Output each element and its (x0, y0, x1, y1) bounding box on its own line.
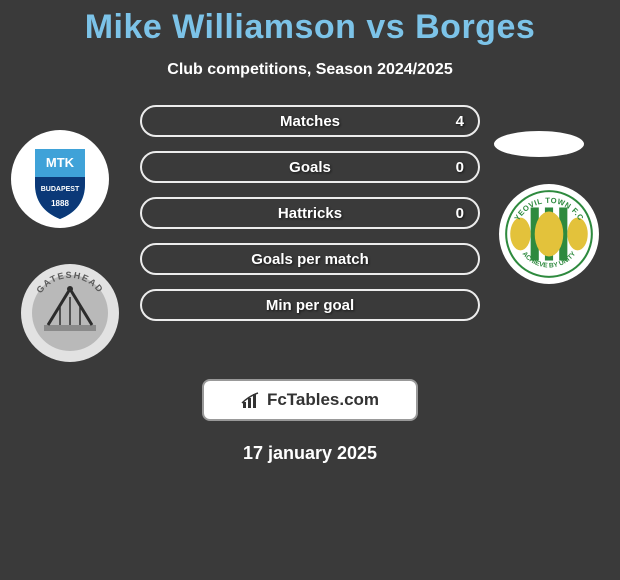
stat-label: Goals (289, 159, 331, 176)
stat-label: Hattricks (278, 205, 342, 222)
club-badge-mtk: MTK BUDAPEST 1888 (10, 129, 110, 229)
watermark-text: FcTables.com (267, 390, 379, 410)
stat-pills: Matches 4 Goals 0 Hattricks 0 Goals per … (140, 105, 480, 335)
comparison-area: MTK BUDAPEST 1888 GATESHEAD (0, 105, 620, 365)
club-badge-yeovil: YEOVIL TOWN F.C ACHIEVE BY UNITY (498, 183, 600, 285)
watermark-badge: FcTables.com (202, 379, 418, 421)
stat-label: Goals per match (251, 251, 369, 268)
stat-value: 0 (456, 159, 464, 176)
stat-row-goals-per-match: Goals per match (140, 243, 480, 275)
svg-text:1888: 1888 (51, 199, 69, 208)
stat-row-hattricks: Hattricks 0 (140, 197, 480, 229)
stat-row-goals: Goals 0 (140, 151, 480, 183)
club-badge-gateshead: GATESHEAD (20, 263, 120, 363)
bar-chart-icon (241, 390, 263, 410)
stat-label: Min per goal (266, 297, 354, 314)
subtitle: Club competitions, Season 2024/2025 (0, 61, 620, 79)
stat-value: 4 (456, 113, 464, 130)
stat-label: Matches (280, 113, 340, 130)
player-placeholder-ellipse (494, 131, 584, 157)
date-text: 17 january 2025 (0, 443, 620, 464)
svg-text:MTK: MTK (46, 155, 75, 170)
page-title: Mike Williamson vs Borges (0, 0, 620, 47)
stat-value: 0 (456, 205, 464, 222)
stat-row-matches: Matches 4 (140, 105, 480, 137)
svg-text:BUDAPEST: BUDAPEST (41, 186, 80, 193)
stat-row-min-per-goal: Min per goal (140, 289, 480, 321)
